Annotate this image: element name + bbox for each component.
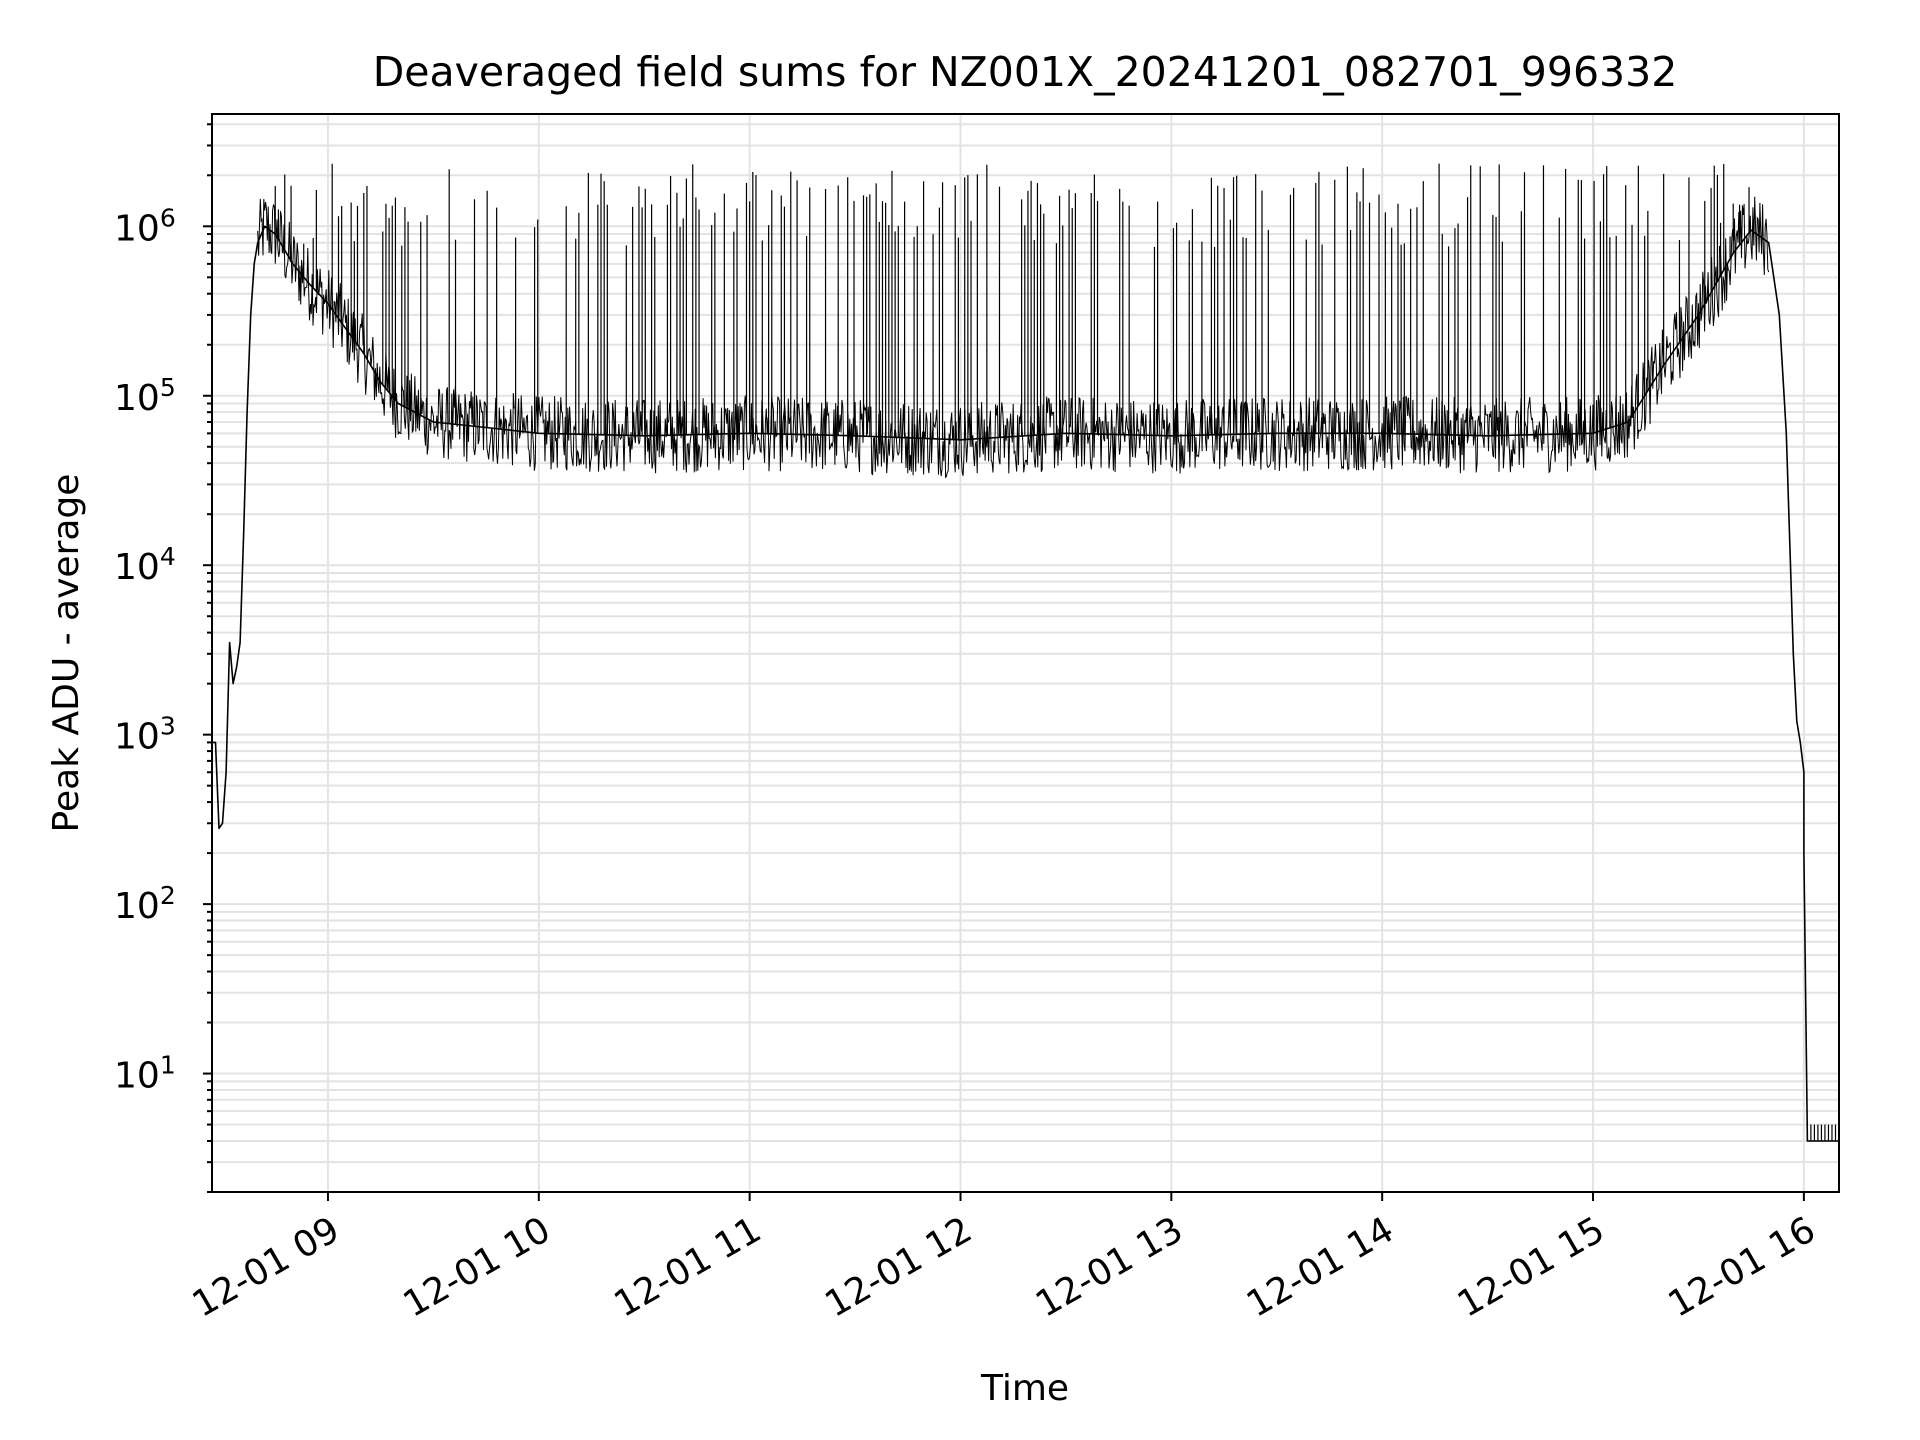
series-noise (257, 196, 1770, 479)
data-series (212, 225, 1839, 1142)
chart-title: Deaveraged field sums for NZ001X_2024120… (373, 48, 1678, 96)
y-tick-label: 106 (114, 203, 176, 249)
x-axis-label: Time (980, 1368, 1069, 1409)
y-tick-label: 102 (114, 881, 176, 927)
y-tick-label: 104 (114, 542, 176, 588)
y-axis-label: Peak ADU - average (46, 474, 87, 833)
y-tick-label: 101 (114, 1051, 176, 1097)
y-tick-label: 103 (114, 712, 176, 758)
spike-marks (257, 163, 1837, 1141)
y-tick-label: 105 (114, 373, 176, 419)
series-line (212, 225, 1839, 1142)
